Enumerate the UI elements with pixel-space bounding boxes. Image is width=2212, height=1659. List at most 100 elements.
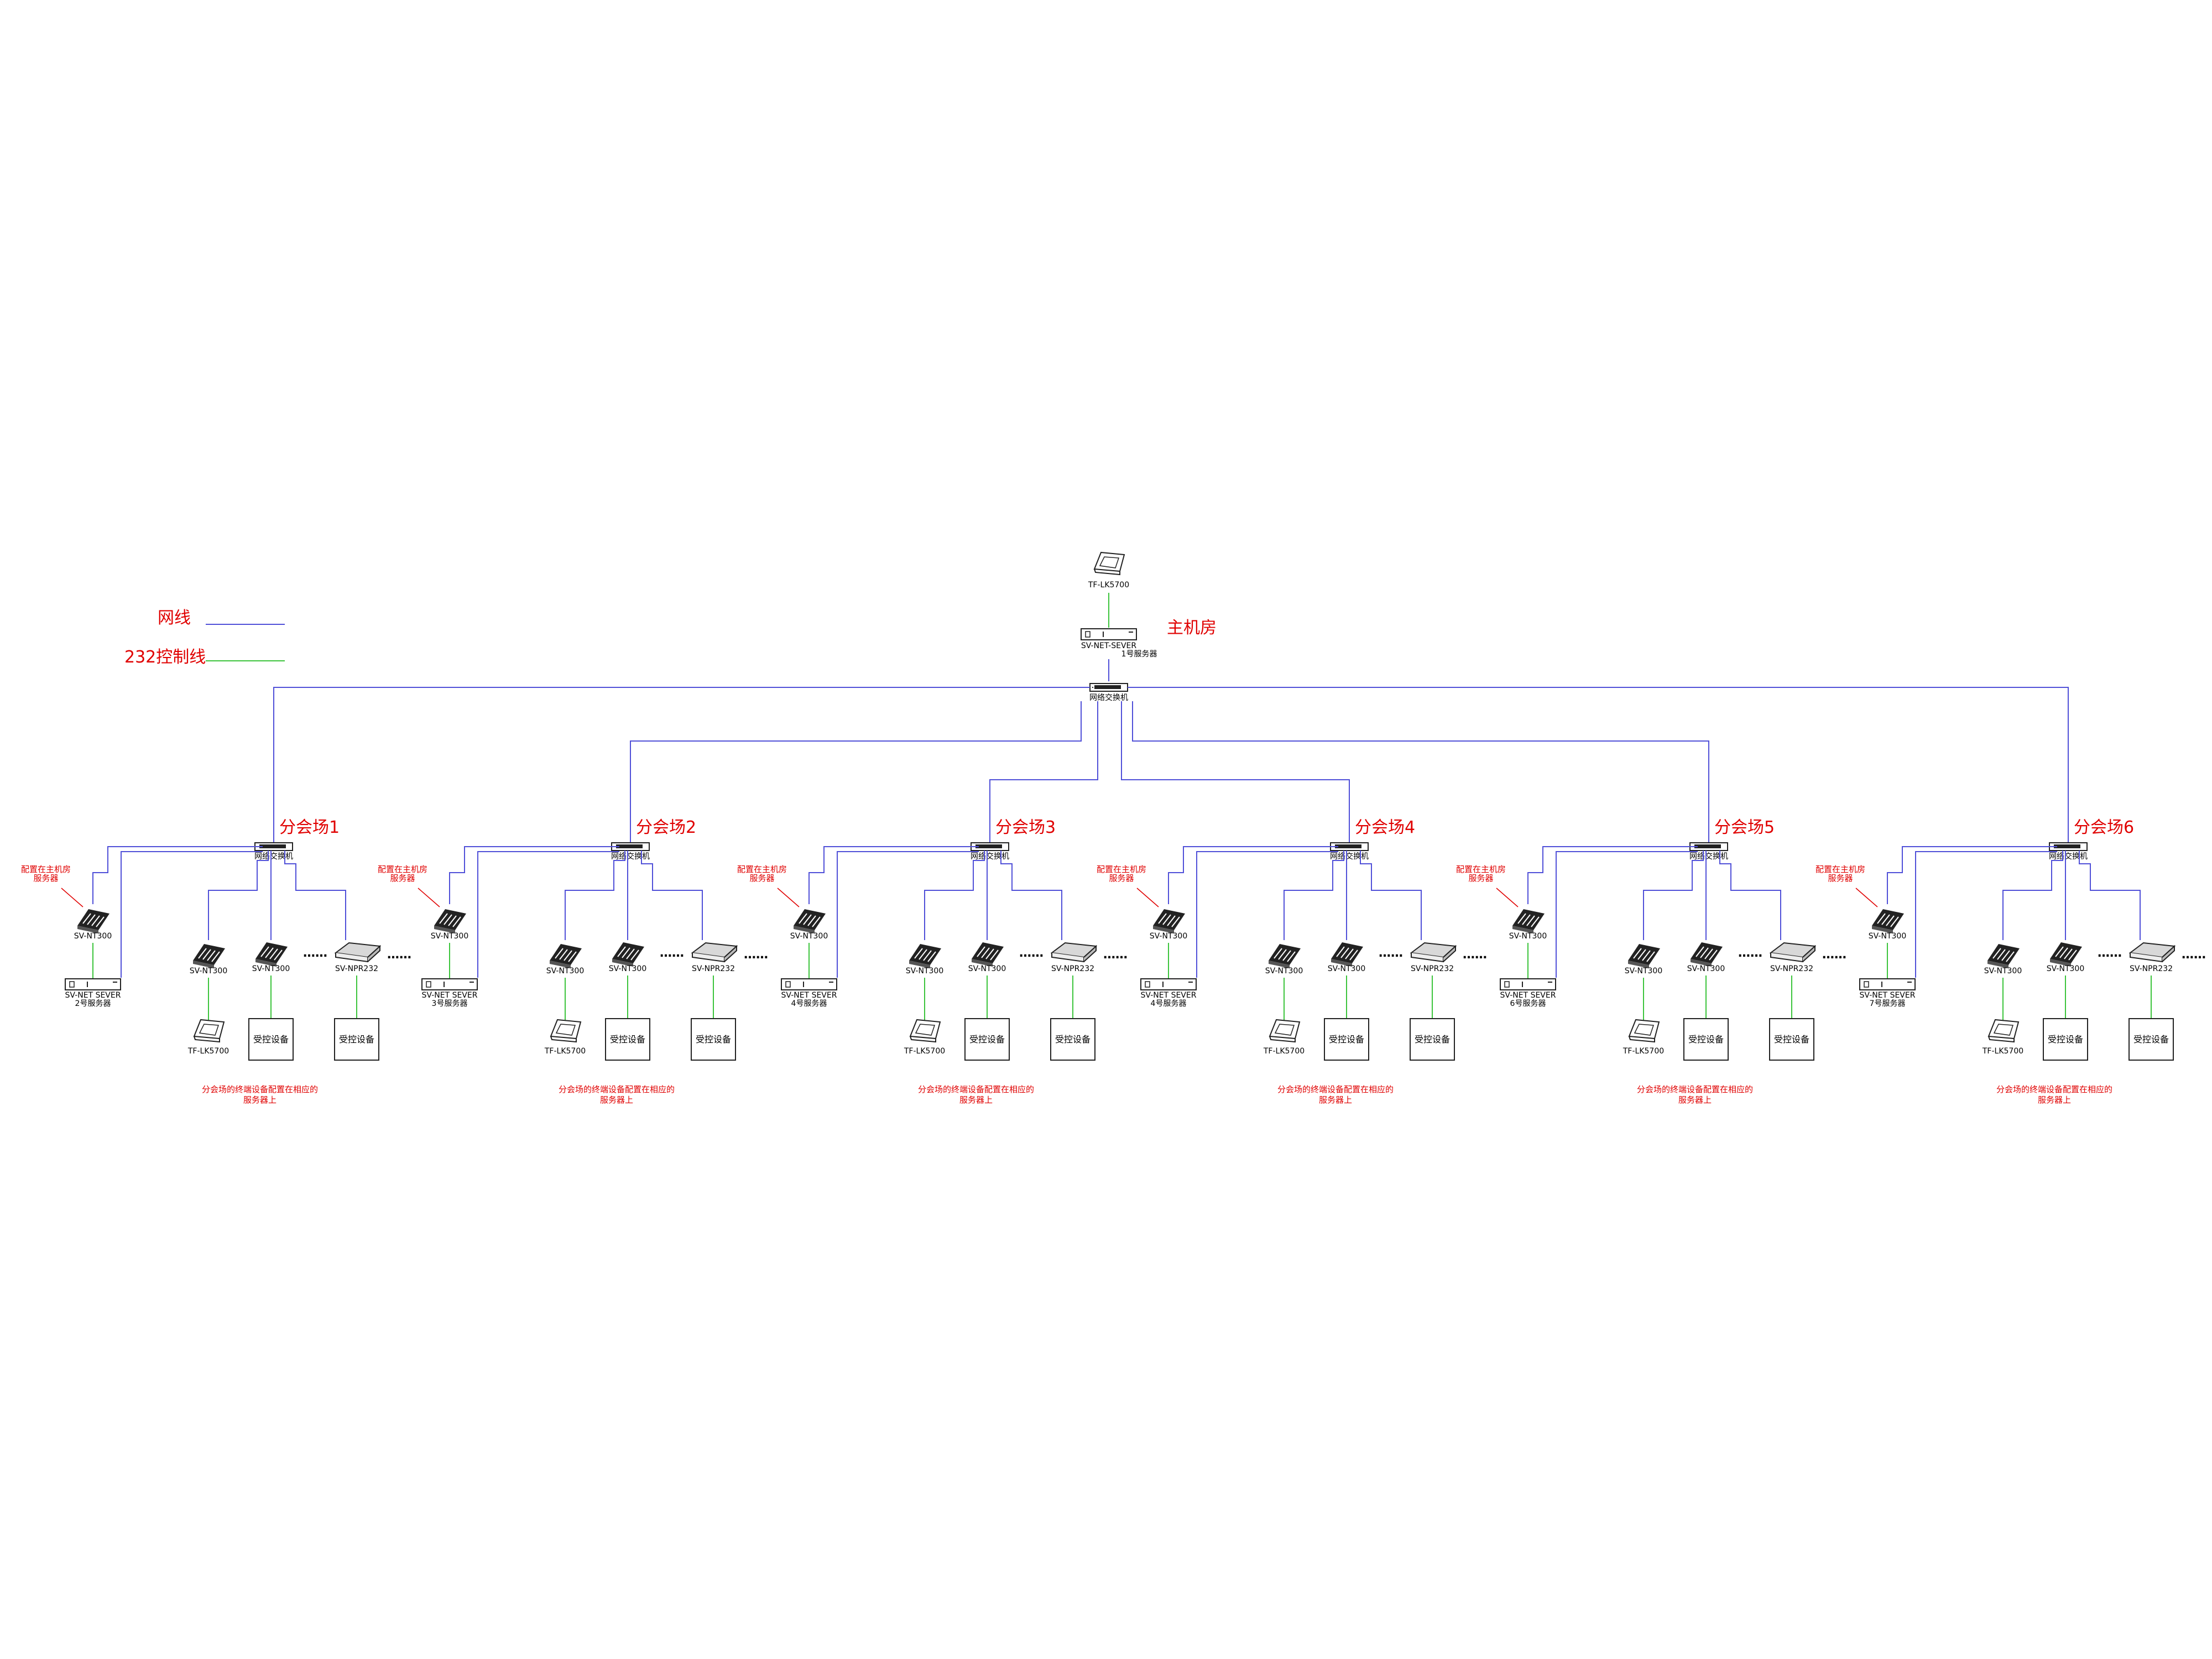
branch-npr232-icon [1770,942,1815,962]
legend-control-label: 232控制线 [124,648,206,667]
branch-decoder-left-label: SV-NT300 [74,932,112,941]
main-control-panel-label: TF-LK5700 [1088,581,1129,589]
branch-decoder-b-icon [1690,942,1723,967]
main-server-label: SV-NET-SEVER [1081,641,1136,650]
branch-decoder-a-icon [192,943,226,969]
branch-npr232-icon [335,942,380,962]
branch-controlled-device-1 [964,1018,1010,1061]
branch-controlled-device-2 [2128,1018,2174,1061]
branch-decoder-a-label: SV-NT300 [190,967,227,975]
branch-decoder-a-label: SV-NT300 [546,967,584,975]
branch-npr232-label: SV-NPR232 [692,964,735,973]
branch-title: 分会场1 [279,818,340,837]
branch-server-label: SV-NET SEVER [1500,991,1556,1000]
branch-server-number: 6号服务器 [1510,999,1546,1008]
branch-controlled-device-2-label: 受控设备 [1415,1034,1450,1045]
branch-more-dots: …… [303,946,327,960]
branch-npr232-icon [1051,942,1097,962]
branch-footer-note: 分会场的终端设备配置在相应的服务器上 [1637,1084,1753,1105]
branch-decoder-a-icon [1627,943,1661,969]
branch-server-label: SV-NET SEVER [65,991,121,1000]
branch-note-label: 配置在主机房服务器 [1097,864,1146,883]
branch-server-icon [1140,978,1197,990]
branch-controlled-device-1 [1683,1018,1729,1061]
branch-more-dots: …… [1738,946,1762,960]
branch-footer-note: 分会场的终端设备配置在相应的服务器上 [1996,1084,2112,1105]
branch-server-icon [781,978,837,990]
branch-decoder-b-icon [2049,942,2083,967]
branch-footer-note: 分会场的终端设备配置在相应的服务器上 [202,1084,318,1105]
branch-decoder-left-icon [1512,909,1545,934]
branch-decoder-a-icon [909,943,942,969]
branch-server-icon [65,978,121,990]
branch-controlled-device-1-label: 受控设备 [1329,1034,1364,1045]
branch-decoder-b-label: SV-NT300 [2047,964,2084,973]
branch-npr232-label: SV-NPR232 [1051,964,1094,973]
branch-footer-note: 分会场的终端设备配置在相应的服务器上 [559,1084,675,1105]
branch-controlled-device-2 [334,1018,379,1061]
branch-site-5: 分会场5 网络交换机 配置在主机房服务器 SV-NT300 SV-NET SEV… [1456,818,1846,1105]
branch-decoder-left-label: SV-NT300 [1869,932,1906,941]
branch-more-dots-2: …… [1103,948,1128,962]
branch-npr232-icon [2130,942,2175,962]
branch-controlled-device-1-label: 受控设备 [253,1034,289,1045]
branch-controlled-device-2-label: 受控设备 [1774,1034,1809,1045]
branch-controlled-device-2-label: 受控设备 [339,1034,374,1045]
main-room-title: 主机房 [1167,618,1217,638]
branch-decoder-b-icon [1331,942,1364,967]
branch-npr232-label: SV-NPR232 [335,964,378,973]
branch-site-6: 分会场6 网络交换机 配置在主机房服务器 SV-NT300 SV-NET SEV… [1815,818,2206,1105]
branch-more-dots: …… [1019,946,1044,960]
branch-npr232-icon [1411,942,1456,962]
branch-decoder-a-icon [549,943,582,969]
branch-more-dots-2: …… [2182,948,2206,962]
branch-controlled-device-1-label: 受控设备 [1688,1034,1724,1045]
branch-control-panel-icon [1269,1019,1300,1042]
branch-control-panel-label: TF-LK5700 [187,1047,229,1056]
branch-footer-note: 分会场的终端设备配置在相应的服务器上 [1277,1084,1394,1105]
branch-control-panel-label: TF-LK5700 [544,1047,586,1056]
branch-title: 分会场3 [995,818,1056,837]
branch-server-number: 4号服务器 [1151,999,1187,1008]
branch-more-dots: …… [1379,946,1403,960]
main-server-number: 1号服务器 [1121,650,1157,659]
branch-note-label: 配置在主机房服务器 [1456,864,1506,883]
branch-server-label: SV-NET SEVER [422,991,478,1000]
branch-control-panel-icon [550,1019,581,1042]
branch-controlled-device-1-label: 受控设备 [969,1034,1005,1045]
branch-switch-label: 网络交换机 [1689,852,1728,861]
branch-controlled-device-1-label: 受控设备 [2048,1034,2083,1045]
branch-control-panel-icon [1629,1019,1660,1042]
main-switch-label: 网络交换机 [1089,693,1128,702]
branch-note-label: 配置在主机房服务器 [1815,864,1865,883]
branch-decoder-left-label: SV-NT300 [1509,932,1547,941]
branch-decoder-left-icon [1871,909,1905,934]
branch-server-number: 3号服务器 [432,999,468,1008]
branch-server-icon [1500,978,1556,990]
branch-server-label: SV-NET SEVER [781,991,837,1000]
branch-control-panel-label: TF-LK5700 [1982,1047,2023,1056]
branch-more-dots: …… [2098,946,2122,960]
branch-more-dots-2: …… [744,948,768,962]
legend-network-label: 网线 [158,608,191,628]
branch-control-panel-icon [194,1019,225,1042]
branch-decoder-b-label: SV-NT300 [1687,964,1725,973]
branch-server-label: SV-NET SEVER [1141,991,1197,1000]
branch-server-number: 2号服务器 [75,999,111,1008]
branch-controlled-device-1 [1324,1018,1369,1061]
main-switch-icon [1089,683,1128,692]
branch-decoder-b-label: SV-NT300 [1328,964,1365,973]
branch-controlled-device-2-label: 受控设备 [1055,1034,1091,1045]
branch-controlled-device-2-label: 受控设备 [2133,1034,2169,1045]
branch-control-panel-icon [1988,1019,2019,1042]
branch-decoder-b-label: SV-NT300 [609,964,646,973]
branch-server-icon [421,978,478,990]
branch-switch-label: 网络交换机 [2049,852,2088,861]
branch-title: 分会场4 [1355,818,1415,837]
branch-server-number: 7号服务器 [1870,999,1906,1008]
branch-controlled-device-2 [1050,1018,1095,1061]
branch-title: 分会场6 [2074,818,2134,837]
branch-decoder-b-icon [612,942,645,967]
branch-control-panel-label: TF-LK5700 [904,1047,945,1056]
branch-decoder-a-icon [1987,943,2020,969]
